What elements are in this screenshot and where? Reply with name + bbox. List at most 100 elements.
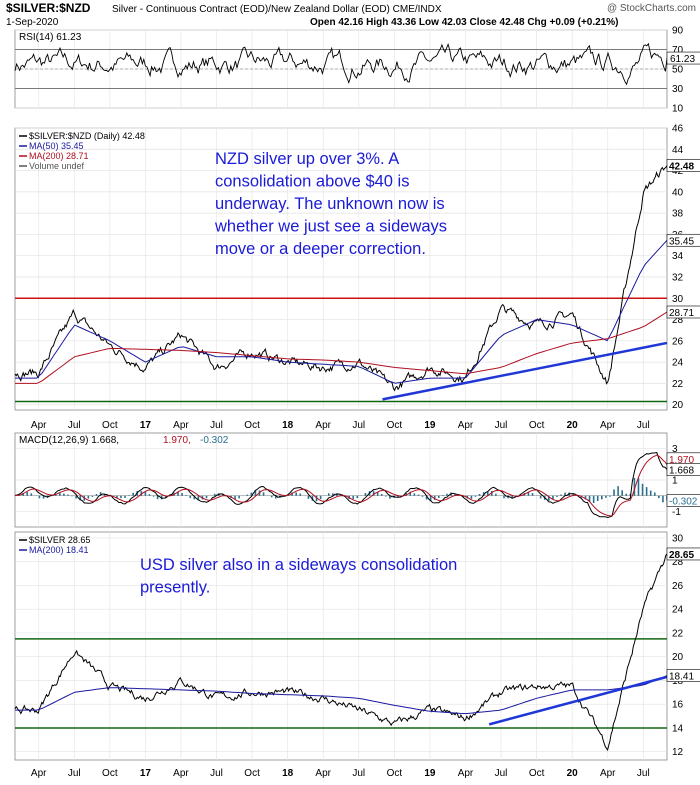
nzd-legend-entry: MA(200) 28.71 xyxy=(29,151,89,161)
nzd-time-label: Apr xyxy=(173,420,189,431)
usd-price-line xyxy=(14,553,668,752)
usd-time-label: 18 xyxy=(282,768,294,779)
nzd-tick-label: 32 xyxy=(672,272,684,283)
usd-trendline xyxy=(488,675,668,726)
macd-tick-label: 3 xyxy=(672,444,678,455)
nzd-annotation-line: underway. The unknown now is xyxy=(215,195,445,213)
usd-time-label: Apr xyxy=(600,768,616,779)
usd-time-label: Apr xyxy=(315,768,331,779)
date-label: 1-Sep-2020 xyxy=(6,17,59,28)
usd-time-label: 19 xyxy=(424,768,436,779)
usd-tick-label: 16 xyxy=(672,700,684,711)
nzd-last-label: 35.45 xyxy=(669,236,694,247)
usd-tick-label: 12 xyxy=(672,747,684,758)
nzd-tick-label: 34 xyxy=(672,251,684,262)
nzd-time-label: 17 xyxy=(140,420,152,431)
usd-time-label: Apr xyxy=(173,768,189,779)
usd-time-label: 17 xyxy=(140,768,152,779)
nzd-annotation-line: NZD silver up over 3%. A xyxy=(215,150,399,168)
usd-time-label: 20 xyxy=(567,768,579,779)
nzd-time-label: Jul xyxy=(495,420,508,431)
nzd-time-label: Oct xyxy=(529,420,545,431)
usd-tick-label: 28 xyxy=(672,557,684,568)
usd-time-label: Apr xyxy=(458,768,474,779)
macd-legend-macd: MACD(12,26,9) 1.668, xyxy=(19,435,119,446)
nzd-tick-label: 30 xyxy=(672,294,684,305)
nzd-tick-label: 38 xyxy=(672,209,684,220)
usd-time-label: Oct xyxy=(529,768,545,779)
nzd-tick-label: 22 xyxy=(672,379,684,390)
nzd-time-label: Oct xyxy=(244,420,260,431)
macd-signal-line xyxy=(14,454,668,517)
usd-time-label: Jul xyxy=(637,768,650,779)
credit-label: @ StockCharts.com xyxy=(607,3,696,14)
usd-time-label: Jul xyxy=(68,768,81,779)
rsi-title: RSI(14) 61.23 xyxy=(19,32,82,43)
rsi-tick-label: 50 xyxy=(672,65,684,76)
rsi-tick-label: 10 xyxy=(672,104,684,115)
usd-legend-entry: MA(200) 18.41 xyxy=(29,545,89,555)
usd-last-box xyxy=(666,669,700,682)
macd-last-label: 1.970 xyxy=(669,455,694,466)
usd-tick-label: 24 xyxy=(672,605,684,616)
rsi-line xyxy=(14,42,668,86)
nzd-annotation-line: move or a deeper correction. xyxy=(215,240,426,258)
usd-tick-label: 20 xyxy=(672,652,684,663)
nzd-tick-label: 26 xyxy=(672,336,684,347)
nzd-legend-entry: Volume undef xyxy=(29,161,85,171)
usd-tick-label: 26 xyxy=(672,581,684,592)
nzd-time-label: Oct xyxy=(102,420,118,431)
rsi-tick-label: 30 xyxy=(672,84,684,95)
usd-tick-label: 30 xyxy=(672,533,684,544)
usd-time-label: Jul xyxy=(352,768,365,779)
macd-last-box xyxy=(666,494,700,507)
nzd-time-label: Apr xyxy=(600,420,616,431)
nzd-annotation-line: consolidation above $40 is xyxy=(215,173,409,191)
usd-time-label: Apr xyxy=(31,768,47,779)
nzd-tick-label: 24 xyxy=(672,358,684,369)
macd-legend-signal: 1.970, xyxy=(163,435,191,446)
rsi-last-box xyxy=(666,51,700,65)
chart-layer: 10 30 50 70 90 RSI(14) 61.23 61.23 20 22 24 26 28 30… xyxy=(14,26,700,779)
usd-last-label: 18.41 xyxy=(669,672,694,683)
nzd-time-label: Apr xyxy=(458,420,474,431)
nzd-last-label: 28.71 xyxy=(669,308,694,319)
macd-last-box xyxy=(666,463,700,476)
usd-time-label: Jul xyxy=(210,768,223,779)
rsi-tick-label: 70 xyxy=(672,45,684,56)
nzd-tick-label: 44 xyxy=(672,145,684,156)
usd-time-label: Oct xyxy=(244,768,260,779)
symbol-title: $SILVER:$NZD xyxy=(6,1,91,15)
usd-ma200-line xyxy=(15,675,668,715)
nzd-time-label: 19 xyxy=(424,420,436,431)
nzd-legend-entry: MA(50) 35.45 xyxy=(29,141,84,151)
nzd-time-label: Apr xyxy=(315,420,331,431)
nzd-tick-label: 46 xyxy=(672,124,684,135)
nzd-annotation-line: whether we just see a sideways xyxy=(214,218,447,236)
nzd-legend-entry: $SILVER:$NZD (Daily) 42.48 xyxy=(29,131,145,141)
rsi-tick-label: 90 xyxy=(672,26,684,37)
usd-last-label: 28.65 xyxy=(669,550,694,561)
usd-last-box xyxy=(666,547,700,561)
macd-tick-label: 1 xyxy=(672,476,678,487)
nzd-last-box xyxy=(666,233,700,247)
nzd-last-label: 42.48 xyxy=(669,161,694,172)
nzd-time-label: Apr xyxy=(31,420,47,431)
macd-last-label: 1.668 xyxy=(669,466,694,477)
ohlc-readout: Open 42.16 High 43.36 Low 42.03 Close 42… xyxy=(310,17,618,28)
nzd-tick-label: 40 xyxy=(672,187,684,198)
usd-time-label: Jul xyxy=(495,768,508,779)
usd-time-label: Oct xyxy=(102,768,118,779)
rsi-last-label: 61.23 xyxy=(670,54,695,65)
usd-tick-label: 14 xyxy=(672,723,684,734)
nzd-ma200-line xyxy=(15,311,668,384)
nzd-tick-label: 20 xyxy=(672,400,684,411)
nzd-time-label: 18 xyxy=(282,420,294,431)
nzd-time-label: Jul xyxy=(210,420,223,431)
nzd-last-box xyxy=(666,305,700,319)
nzd-trendline xyxy=(382,341,668,401)
macd-line xyxy=(14,452,668,519)
nzd-time-label: Jul xyxy=(68,420,81,431)
